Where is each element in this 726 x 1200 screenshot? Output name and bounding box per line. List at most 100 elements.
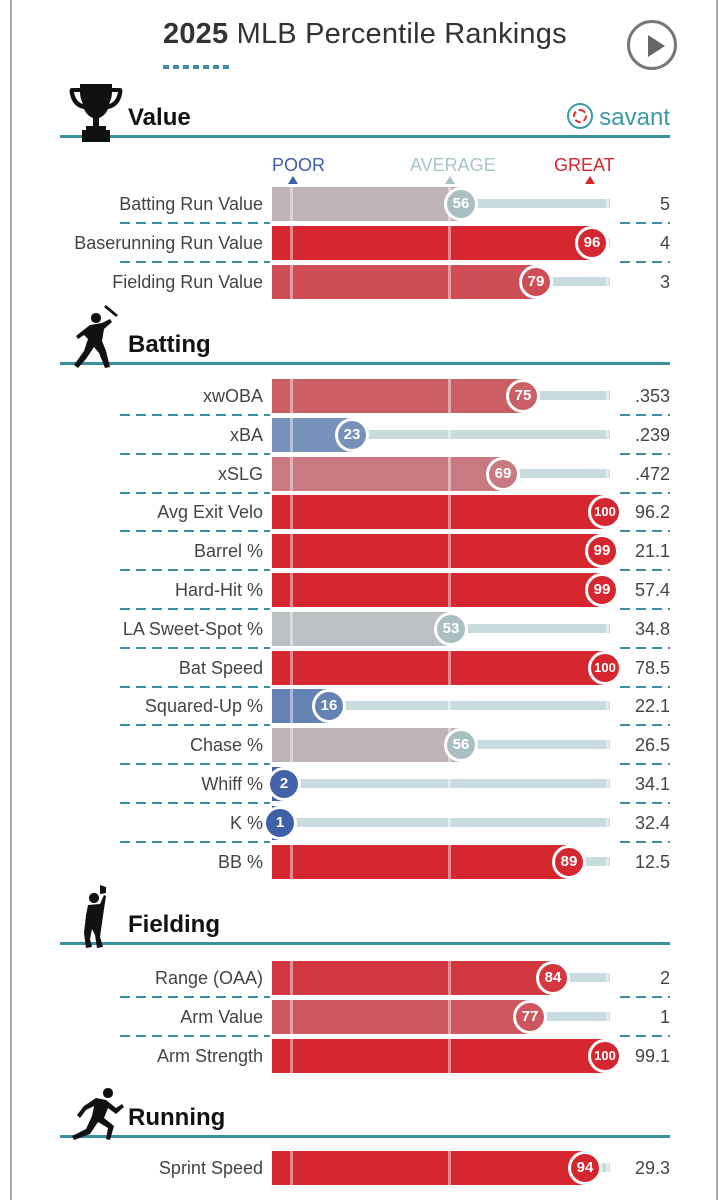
metric-row[interactable]: xSLG 69 .472 (0, 457, 726, 491)
metric-label: Batting Run Value (119, 194, 263, 214)
gridline-average (448, 1000, 451, 1034)
runner-icon (72, 1088, 124, 1140)
section-header-batting: Batting (60, 325, 670, 365)
metric-value: 2 (659, 968, 670, 988)
section-title: Value (128, 104, 191, 131)
metric-label: Hard-Hit % (174, 580, 263, 600)
section-divider (60, 942, 670, 945)
percentile-badge: 84 (536, 961, 570, 995)
metric-value: 5 (659, 194, 670, 214)
metric-value: 29.3 (634, 1158, 670, 1178)
percentile-badge: 75 (506, 379, 540, 413)
gridline-average (448, 806, 451, 840)
row-separator-left (120, 996, 270, 998)
row-separator-left (120, 802, 270, 804)
metric-value: 1 (659, 1007, 670, 1027)
gridline-great (606, 728, 609, 762)
metric-value: 99.1 (634, 1046, 670, 1066)
metric-row[interactable]: Batting Run Value 56 5 (0, 187, 726, 221)
metric-label: Squared-Up % (144, 696, 263, 716)
gridline-poor (290, 651, 293, 685)
percentile-badge: 96 (575, 226, 609, 260)
row-separator-left (120, 763, 270, 765)
metric-label: Range (OAA) (154, 968, 263, 988)
fielder-icon (84, 885, 106, 948)
fielding-icon-wrap (66, 885, 126, 956)
trophy-icon (69, 84, 123, 142)
metric-value: 4 (659, 233, 670, 253)
gridline-poor (290, 728, 293, 762)
metric-label: Baserunning Run Value (74, 233, 263, 253)
row-separator-right (620, 222, 670, 224)
panel-right-border (716, 0, 718, 1200)
row-separator-right (620, 492, 670, 494)
metric-row[interactable]: BB % 89 12.5 (0, 845, 726, 879)
metric-row[interactable]: Arm Strength 100 99.1 (0, 1039, 726, 1073)
metric-label: xSLG (217, 464, 263, 484)
metric-value: .239 (634, 425, 670, 445)
percentile-bar (272, 265, 537, 299)
title-underline (163, 65, 231, 69)
percentile-badge: 100 (588, 495, 622, 529)
percentile-bar (272, 495, 605, 529)
panel-left-border (10, 0, 12, 1200)
metric-value: 3 (659, 272, 670, 292)
metric-row[interactable]: Squared-Up % 16 22.1 (0, 689, 726, 723)
percentile-track (272, 818, 610, 827)
row-separator-left (120, 724, 270, 726)
metric-value: 78.5 (634, 658, 670, 678)
metric-row[interactable]: xwOBA 75 .353 (0, 379, 726, 413)
metric-row[interactable]: LA Sweet-Spot % 53 34.8 (0, 612, 726, 646)
gridline-average (448, 573, 451, 607)
percentile-bar (272, 457, 504, 491)
metric-row[interactable]: Sprint Speed 94 29.3 (0, 1151, 726, 1185)
metric-row[interactable]: Hard-Hit % 99 57.4 (0, 573, 726, 607)
play-icon (648, 35, 665, 57)
scale-arrow-average (445, 176, 455, 184)
percentile-bar (272, 651, 605, 685)
baseball-icon (567, 103, 594, 129)
gridline-poor (290, 534, 293, 568)
metric-row[interactable]: Baserunning Run Value 96 4 (0, 226, 726, 260)
percentile-badge: 79 (519, 265, 553, 299)
gridline-poor (290, 187, 293, 221)
metric-label: Whiff % (201, 774, 263, 794)
metric-row[interactable]: Bat Speed 100 78.5 (0, 651, 726, 685)
section-divider (60, 362, 670, 365)
percentile-badge: 53 (434, 612, 468, 646)
row-separator-left (120, 453, 270, 455)
play-button[interactable] (627, 20, 677, 70)
metric-row[interactable]: Arm Value 77 1 (0, 1000, 726, 1034)
row-separator-left (120, 530, 270, 532)
scale-arrow-poor (288, 176, 298, 184)
metric-row[interactable]: xBA 23 .239 (0, 418, 726, 452)
title-year: 2025 (163, 18, 229, 50)
row-separator-left (120, 647, 270, 649)
gridline-great (606, 457, 609, 491)
gridline-average (448, 1151, 451, 1185)
gridline-great (606, 1151, 609, 1185)
metric-row[interactable]: Barrel % 99 21.1 (0, 534, 726, 568)
metric-value: 26.5 (634, 735, 670, 755)
savant-logo[interactable]: savant (567, 103, 670, 132)
metric-row[interactable]: Avg Exit Velo 100 96.2 (0, 495, 726, 529)
row-separator-right (620, 763, 670, 765)
section-divider (60, 1135, 670, 1138)
row-separator-right (620, 569, 670, 571)
row-separator-left (120, 222, 270, 224)
percentile-bar (272, 1039, 605, 1073)
row-separator-right (620, 996, 670, 998)
metric-row[interactable]: Chase % 56 26.5 (0, 728, 726, 762)
row-separator-left (120, 686, 270, 688)
gridline-average (448, 226, 451, 260)
section-title: Running (128, 1104, 226, 1131)
metric-row[interactable]: K % 1 32.4 (0, 806, 726, 840)
metric-row[interactable]: Whiff % 2 34.1 (0, 767, 726, 801)
metric-label: K % (229, 813, 263, 833)
percentile-bar (272, 1000, 530, 1034)
value-icon-wrap (66, 80, 126, 151)
metric-value: 34.1 (634, 774, 670, 794)
metric-row[interactable]: Range (OAA) 84 2 (0, 961, 726, 995)
metric-row[interactable]: Fielding Run Value 79 3 (0, 265, 726, 299)
percentile-badge: 1 (263, 806, 297, 840)
